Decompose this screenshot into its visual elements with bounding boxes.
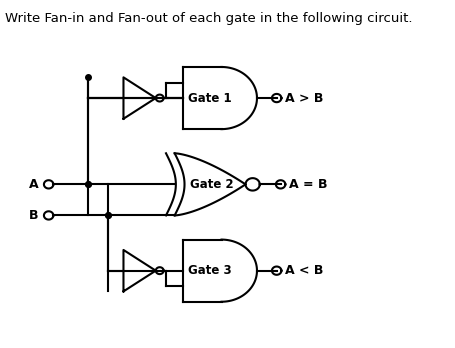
Text: B: B <box>29 209 39 222</box>
Text: Gate 3: Gate 3 <box>187 264 231 277</box>
Text: A < B: A < B <box>285 264 324 277</box>
Text: Gate 2: Gate 2 <box>190 178 233 191</box>
Text: A = B: A = B <box>289 178 328 191</box>
Text: Gate 1: Gate 1 <box>187 92 231 104</box>
Text: A: A <box>29 178 39 191</box>
Text: A > B: A > B <box>285 92 324 104</box>
Text: Write Fan-in and Fan-out of each gate in the following circuit.: Write Fan-in and Fan-out of each gate in… <box>5 12 413 25</box>
